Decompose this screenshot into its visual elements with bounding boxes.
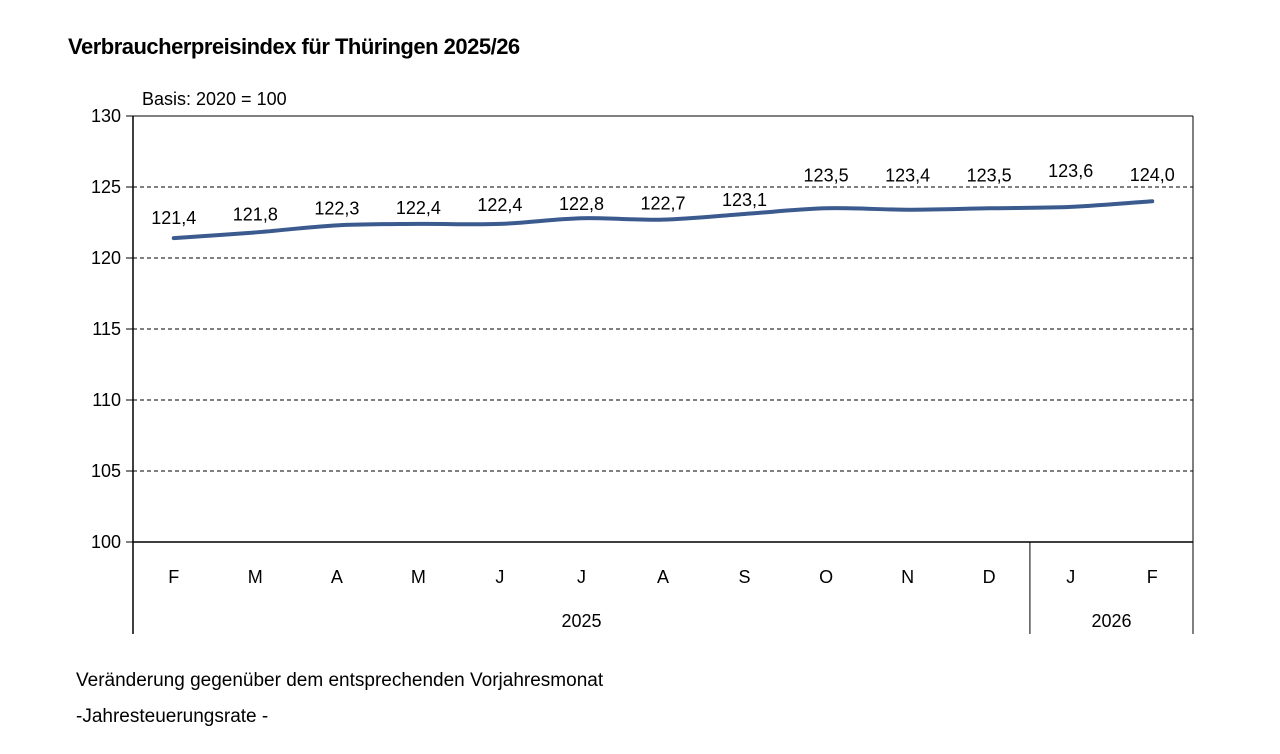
x-tick-label: S [739, 567, 751, 587]
data-label: 122,4 [477, 195, 522, 215]
x-tick-label: A [331, 567, 343, 587]
x-tick-label: N [901, 567, 914, 587]
data-label: 122,4 [396, 198, 441, 218]
x-tick-label: J [577, 567, 586, 587]
data-label: 123,1 [722, 190, 767, 210]
data-label: 124,0 [1130, 165, 1175, 185]
y-tick-label: 125 [91, 177, 121, 197]
x-tick-label: M [411, 567, 426, 587]
data-label: 122,8 [559, 194, 604, 214]
data-label: 123,6 [1048, 161, 1093, 181]
year-label: 2026 [1091, 611, 1131, 631]
footer-line-1: Veränderung gegenüber dem entsprechenden… [76, 670, 604, 691]
y-tick-label: 105 [91, 461, 121, 481]
data-label: 123,5 [804, 165, 849, 185]
data-label: 121,4 [151, 208, 196, 228]
x-tick-label: J [495, 567, 504, 587]
year-label: 2025 [561, 611, 601, 631]
y-tick-label: 110 [92, 390, 121, 410]
x-tick-label: A [657, 567, 669, 587]
x-tick-label: F [1147, 567, 1158, 587]
footer-line-2: -Jahresteuerungsrate - [76, 706, 269, 727]
data-label: 121,8 [233, 204, 278, 224]
data-label: 123,4 [885, 166, 930, 186]
data-label: 122,3 [314, 198, 359, 218]
y-tick-label: 100 [91, 532, 121, 552]
x-tick-label: O [819, 567, 833, 587]
data-label: 123,5 [967, 165, 1012, 185]
chart-subtitle: Basis: 2020 = 100 [142, 89, 287, 109]
x-tick-label: F [168, 567, 179, 587]
y-tick-label: 120 [91, 248, 121, 268]
x-tick-label: D [983, 567, 996, 587]
data-label: 122,7 [640, 194, 685, 214]
chart-title: Verbraucherpreisindex für Thüringen 2025… [68, 34, 520, 59]
y-tick-label: 115 [92, 319, 121, 339]
y-tick-label: 130 [91, 106, 121, 126]
x-tick-label: J [1066, 567, 1075, 587]
x-tick-label: M [248, 567, 263, 587]
